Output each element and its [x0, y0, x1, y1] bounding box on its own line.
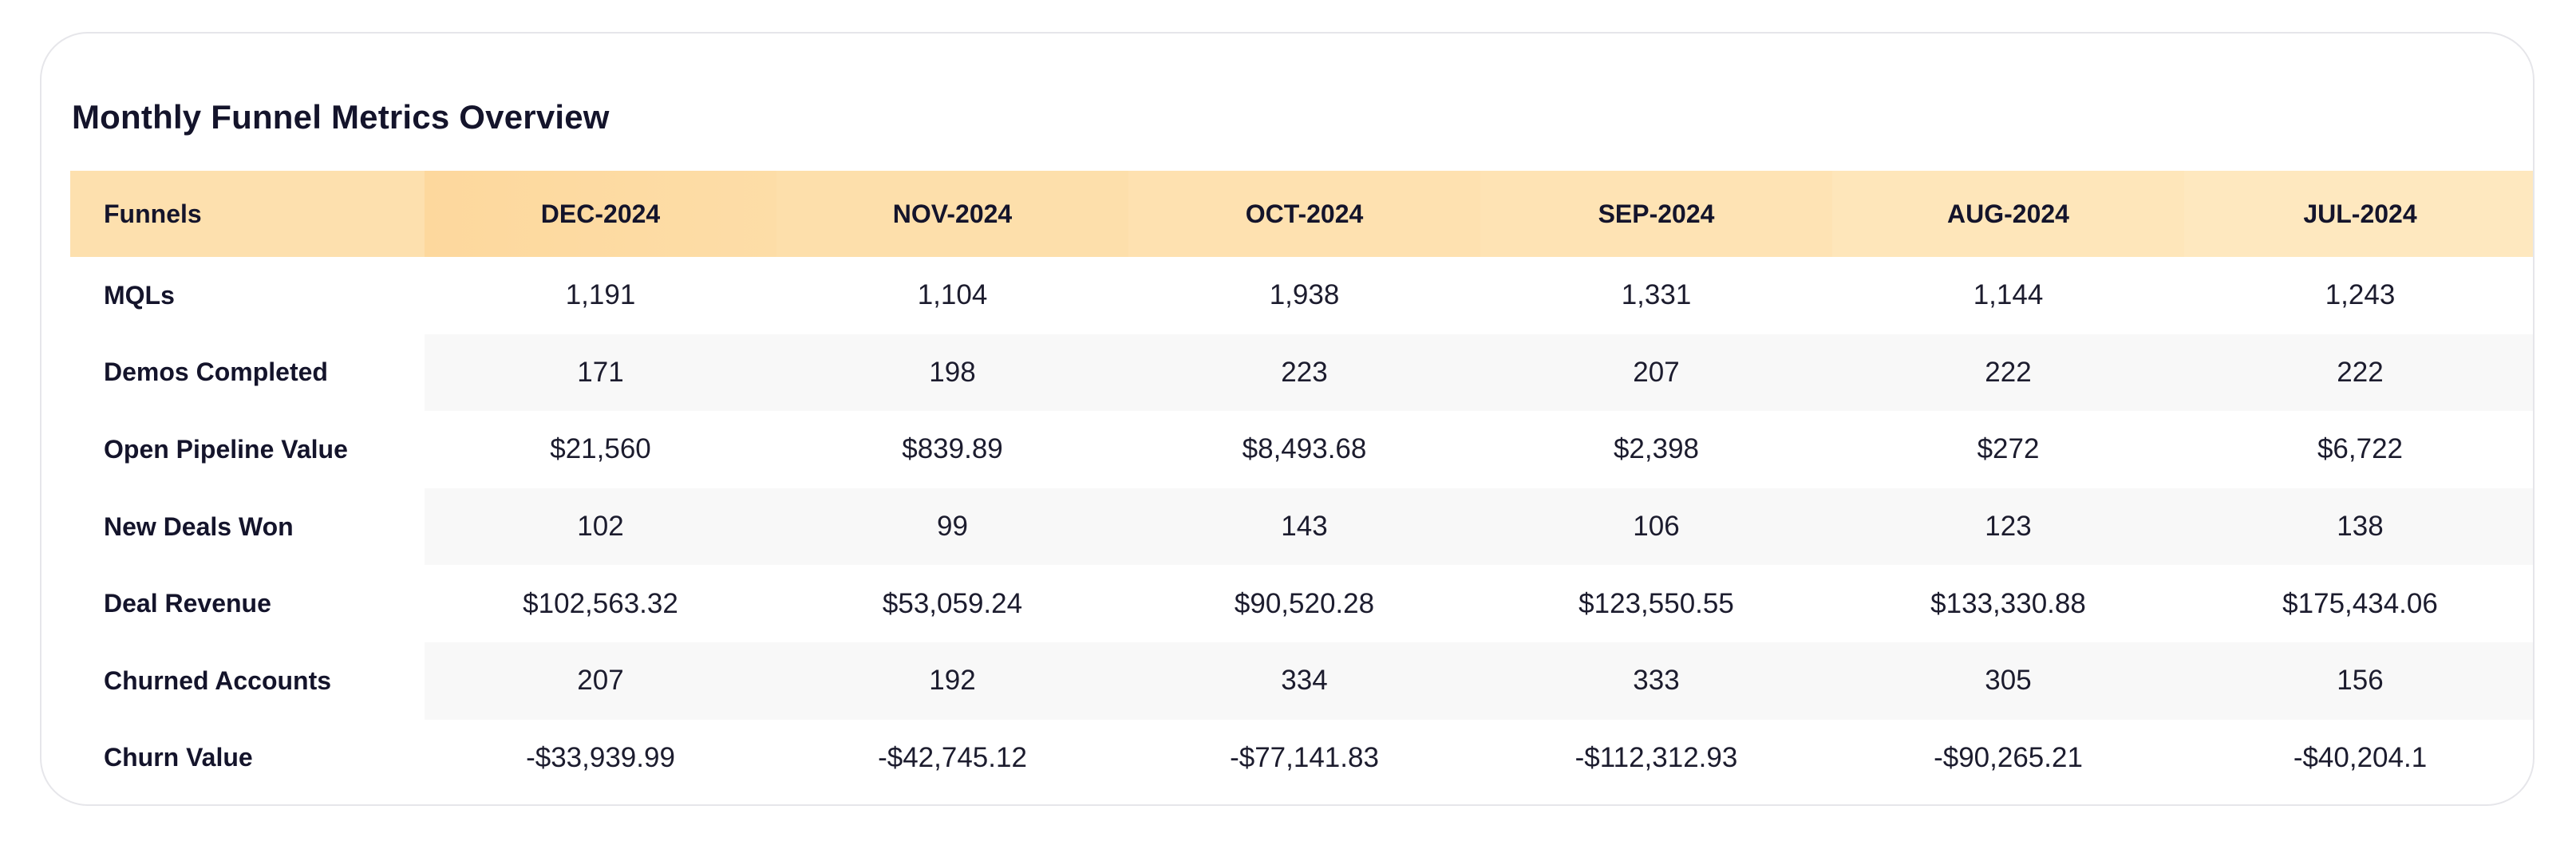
table-cell: 156	[2184, 642, 2533, 720]
table-cell: -$112,312.93	[1574, 741, 1738, 773]
table-cell: 138	[2184, 488, 2533, 566]
table-cell: 222	[2184, 334, 2533, 412]
table-cell: 123	[1832, 488, 2184, 566]
table-cell: 1,243	[2325, 279, 2396, 311]
table-cell: -$90,265.21	[1934, 741, 2083, 773]
table-cell: $2,398	[1613, 433, 1700, 465]
row-label: Deal Revenue	[70, 565, 425, 642]
table-cell: 1,938	[1269, 279, 1340, 311]
table-cell: 143	[1128, 488, 1480, 566]
table-cell: 222	[1832, 334, 2184, 412]
table-cell: 305	[1832, 642, 2184, 720]
funnel-metrics-card: Monthly Funnel Metrics Overview Funnels …	[40, 32, 2535, 806]
table-cell: -$77,141.83	[1230, 741, 1379, 773]
table-cell: $839.89	[902, 433, 1003, 465]
table-cell: 223	[1128, 334, 1480, 412]
table-cell: 333	[1480, 642, 1832, 720]
table-cell: 192	[776, 642, 1128, 720]
table-row: Open Pipeline Value $21,560 $839.89 $8,4…	[70, 411, 2533, 488]
table-row: MQLs 1,191 1,104 1,938 1,331 1,144 1,243	[70, 257, 2533, 334]
row-label: Churn Value	[70, 719, 425, 797]
row-label: Demos Completed	[70, 334, 425, 412]
column-header-month: OCT-2024	[1128, 171, 1480, 257]
table-cell: $21,560	[550, 433, 651, 465]
funnel-metrics-table: Funnels DEC-2024 NOV-2024 OCT-2024 SEP-2…	[70, 171, 2533, 797]
table-cell: $272	[1977, 433, 2040, 465]
table-row: Churn Value -$33,939.99 -$42,745.12 -$77…	[70, 719, 2533, 797]
column-header-month: JUL-2024	[2184, 171, 2533, 257]
funnel-metrics-table-wrapper: Funnels DEC-2024 NOV-2024 OCT-2024 SEP-2…	[70, 171, 2533, 797]
table-cell: -$40,204.1	[2293, 741, 2428, 773]
table-cell: -$33,939.99	[526, 741, 675, 773]
table-cell: $102,563.32	[523, 587, 678, 619]
table-cell: 1,331	[1621, 279, 1692, 311]
table-row: Demos Completed 171 198 223 207 222 222	[70, 334, 2533, 412]
table-cell: 171	[425, 334, 776, 412]
column-header-funnels: Funnels	[70, 171, 425, 257]
table-body: MQLs 1,191 1,104 1,938 1,331 1,144 1,243…	[70, 257, 2533, 797]
column-header-month: DEC-2024	[425, 171, 776, 257]
table-cell: 207	[1480, 334, 1832, 412]
row-label: MQLs	[70, 257, 425, 334]
column-header-month: NOV-2024	[776, 171, 1128, 257]
table-cell: $90,520.28	[1234, 587, 1375, 619]
table-cell: $133,330.88	[1930, 587, 2086, 619]
table-row: Churned Accounts 207 192 334 333 305 156	[70, 642, 2533, 720]
table-cell: $8,493.68	[1242, 433, 1367, 465]
table-cell: 1,191	[565, 279, 636, 311]
column-header-month: SEP-2024	[1480, 171, 1832, 257]
table-cell: 334	[1128, 642, 1480, 720]
table-cell: 99	[776, 488, 1128, 566]
table-row: New Deals Won 102 99 143 106 123 138	[70, 488, 2533, 566]
column-header-month: AUG-2024	[1832, 171, 2184, 257]
row-label: New Deals Won	[70, 488, 425, 566]
card-title: Monthly Funnel Metrics Overview	[72, 98, 610, 136]
table-cell: 102	[425, 488, 776, 566]
row-label: Open Pipeline Value	[70, 411, 425, 488]
table-cell: $123,550.55	[1578, 587, 1734, 619]
table-cell: 1,144	[1973, 279, 2044, 311]
header-row: Funnels DEC-2024 NOV-2024 OCT-2024 SEP-2…	[70, 171, 2533, 257]
table-cell: 1,104	[917, 279, 988, 311]
table-cell: $6,722	[2317, 433, 2404, 465]
table-cell: -$42,745.12	[878, 741, 1027, 773]
row-label: Churned Accounts	[70, 642, 425, 720]
table-header: Funnels DEC-2024 NOV-2024 OCT-2024 SEP-2…	[70, 171, 2533, 257]
table-cell: $175,434.06	[2282, 587, 2438, 619]
table-cell: 198	[776, 334, 1128, 412]
table-cell: $53,059.24	[882, 587, 1023, 619]
table-cell: 106	[1480, 488, 1832, 566]
table-cell: 207	[425, 642, 776, 720]
table-row: Deal Revenue $102,563.32 $53,059.24 $90,…	[70, 565, 2533, 642]
